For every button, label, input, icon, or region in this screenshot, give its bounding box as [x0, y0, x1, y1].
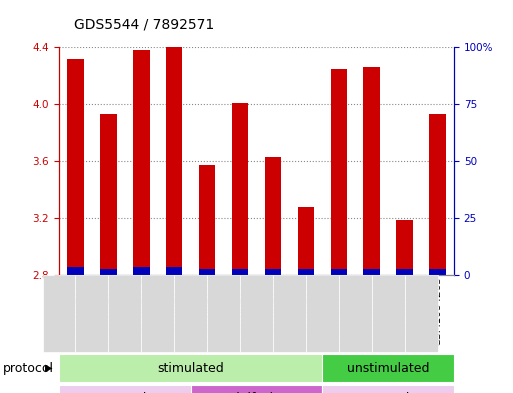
Text: stimulated: stimulated [157, 362, 224, 375]
Bar [199, 270, 215, 275]
Text: ▶: ▶ [45, 363, 52, 373]
Text: agent: agent [3, 392, 39, 393]
Bar [232, 103, 248, 275]
Bar [67, 267, 84, 275]
Bar [364, 270, 380, 275]
Bar [133, 267, 149, 275]
Bar [133, 50, 149, 275]
Bar [397, 220, 413, 275]
Bar [429, 270, 446, 275]
Bar [330, 270, 347, 275]
Bar [100, 270, 116, 275]
Bar [265, 157, 281, 275]
Bar [429, 114, 446, 275]
Bar [166, 267, 183, 275]
Bar [67, 59, 84, 275]
Text: protocol: protocol [3, 362, 53, 375]
Bar [298, 207, 314, 275]
Text: GDS5544 / 7892571: GDS5544 / 7892571 [73, 18, 214, 32]
Text: control: control [366, 392, 410, 393]
Bar [232, 270, 248, 275]
Text: unstimulated: unstimulated [347, 362, 429, 375]
Bar [100, 114, 116, 275]
Bar [364, 67, 380, 275]
Bar [298, 270, 314, 275]
Bar [397, 270, 413, 275]
Bar [166, 47, 183, 275]
Text: edelfosine: edelfosine [224, 392, 289, 393]
Text: control: control [103, 392, 147, 393]
Bar [330, 68, 347, 275]
Bar [199, 165, 215, 275]
Bar [265, 270, 281, 275]
